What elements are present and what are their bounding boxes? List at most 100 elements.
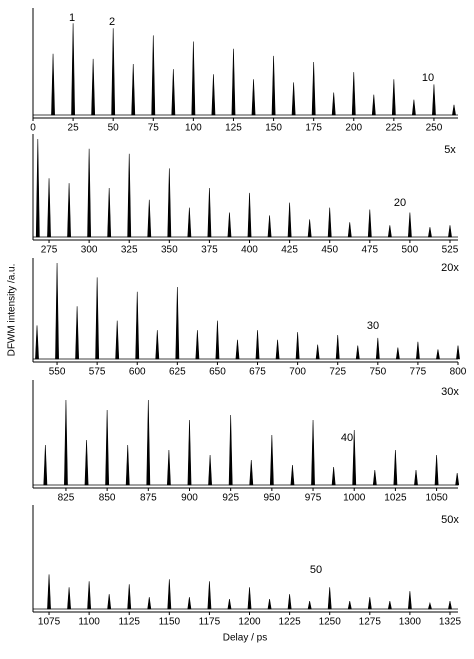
peak [307,219,312,238]
peak [415,341,420,360]
peak [315,344,320,360]
peak [64,399,68,486]
peak [355,345,360,360]
peak [151,35,156,116]
peak [211,74,216,116]
peak [407,212,412,238]
peak [195,330,200,360]
peak [434,454,439,486]
peak [35,325,39,360]
peak [107,594,112,610]
peak [271,55,276,116]
peak [35,138,40,238]
peak [311,61,316,116]
peak [207,187,212,238]
x-tick-label: 1050 [425,493,448,504]
peak [352,429,357,486]
x-tick-label: 225 [386,123,403,134]
annotation: 50 [310,564,322,576]
peak [291,82,296,116]
annotation: 10 [422,72,434,84]
peak [456,345,460,360]
annotation: 30 [367,320,379,332]
x-tick-label: 900 [181,493,198,504]
peak [146,399,151,486]
x-tick-label: 175 [305,123,322,134]
peak [275,339,280,360]
peak [393,449,398,486]
x-tick-label: 1275 [359,617,382,628]
peak [105,409,110,486]
x-tick-label: 50 [108,123,120,134]
x-tick-label: 875 [140,493,157,504]
peak [175,286,180,360]
x-tick-label: 425 [281,245,298,256]
peak [448,601,452,610]
x-tick-label: 475 [361,245,378,256]
x-tick-label: 375 [201,245,218,256]
x-tick-label: 1025 [384,493,407,504]
peak [147,199,152,238]
peak [327,207,332,238]
x-tick-label: 450 [321,245,338,256]
peak [347,601,352,610]
peak [367,597,372,610]
x-tick-label: 1300 [399,617,422,628]
x-tick-label: 1100 [78,617,100,628]
peak [435,349,440,360]
peak [67,587,72,610]
peak [167,168,172,238]
peak [395,347,400,360]
annotation: 20x [441,262,459,274]
peak [208,454,212,486]
peak [207,581,212,610]
peak [231,48,236,116]
x-tick-label: 600 [129,367,146,378]
x-tick-label: 750 [369,367,386,378]
annotation: 2 [109,16,115,28]
peak [407,591,412,610]
peak [249,459,254,486]
peak [414,469,418,486]
x-tick-label: 1325 [439,617,462,628]
x-tick-label: 550 [49,367,66,378]
x-tick-label: 925 [222,493,239,504]
peak [387,225,392,238]
peak [287,202,292,238]
peak [187,419,192,486]
peak [125,444,130,486]
x-tick-label: 1075 [38,617,61,628]
x-tick-label: 800 [450,367,467,378]
annotation: 1 [69,12,75,24]
peak [351,72,356,116]
x-tick-label: 325 [121,245,138,256]
peak [107,187,112,238]
peak [411,99,416,116]
peak [331,466,336,486]
x-tick-label: 700 [289,367,306,378]
peak [227,212,232,238]
x-tick-label: 75 [148,123,160,134]
peak [75,306,80,360]
peak [95,277,100,360]
x-tick-label: 1175 [199,617,221,628]
x-tick-label: 950 [264,493,281,504]
peak [228,414,233,486]
peak [227,599,232,610]
x-tick-label: 675 [249,367,266,378]
peak [87,581,92,610]
peak [335,334,340,360]
peak [432,84,436,116]
peak [235,339,240,360]
peak [367,209,372,238]
peak [47,574,51,610]
x-tick-label: 650 [209,367,226,378]
peak [187,597,192,610]
peak [67,183,71,238]
peak [372,469,377,486]
peak [375,337,380,360]
peak [391,79,396,116]
peak [267,215,272,238]
annotation: 40 [341,432,353,444]
